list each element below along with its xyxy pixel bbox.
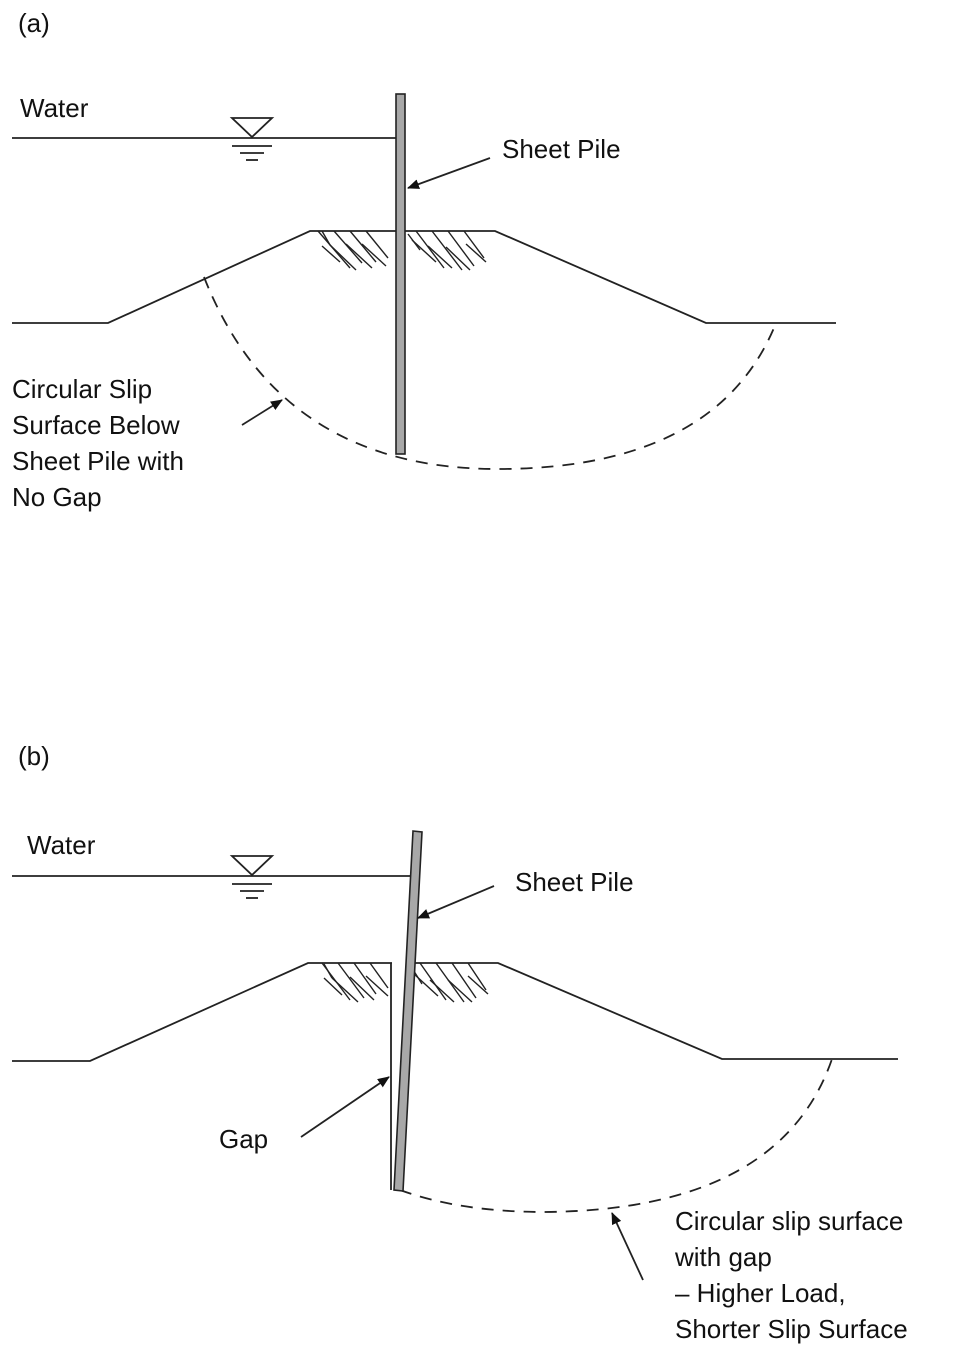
- panel-a-slip-label-line-4: No Gap: [12, 482, 102, 512]
- panel-b-slip-label-line-4: Shorter Slip Surface: [675, 1314, 908, 1344]
- panel-b-slip-arrow: [611, 1212, 644, 1281]
- panel-a-pile-arrow: [407, 157, 491, 189]
- panel-b-sheet-pile: [393, 830, 423, 1192]
- panel-b-slip-label-line-2: with gap: [674, 1242, 772, 1272]
- panel-b-pile-arrow: [417, 885, 495, 919]
- panel-a-slip-label-line-2: Surface Below: [12, 410, 180, 440]
- panel-b-water-label: Water: [27, 830, 96, 860]
- panel-a-slip-surface: [203, 276, 777, 470]
- panel-b-slip-label-line-3: – Higher Load,: [675, 1278, 846, 1308]
- panel-b-embankment-left: [12, 962, 392, 1062]
- panel-b-pile-label: Sheet Pile: [515, 867, 634, 897]
- panel-a-embankment-profile: [12, 230, 836, 324]
- panel-a-slip-arrow: [241, 399, 283, 426]
- panel-a-tag: (a): [18, 8, 50, 38]
- panel-b: (b) Water: [12, 741, 908, 1344]
- panel-b-gap-arrow: [300, 1076, 390, 1138]
- water-level-triangle-icon: [229, 117, 275, 161]
- panel-a-sheet-pile: [395, 93, 406, 455]
- panel-a-slip-label-line-3: Sheet Pile with: [12, 446, 184, 476]
- panel-b-slip-surface: [399, 1058, 833, 1213]
- panel-a: (a) Water: [12, 8, 836, 512]
- panel-b-gap-label: Gap: [219, 1124, 268, 1154]
- water-level-triangle-icon: [229, 855, 275, 899]
- panel-b-slip-label-line-1: Circular slip surface: [675, 1206, 903, 1236]
- panel-b-tag: (b): [18, 741, 50, 771]
- panel-a-soil-hatching: [317, 230, 487, 271]
- panel-a-water-label: Water: [20, 93, 89, 123]
- panel-a-slip-label-line-1: Circular Slip: [12, 374, 152, 404]
- panel-a-pile-label: Sheet Pile: [502, 134, 621, 164]
- panel-b-embankment-right: [412, 962, 898, 1060]
